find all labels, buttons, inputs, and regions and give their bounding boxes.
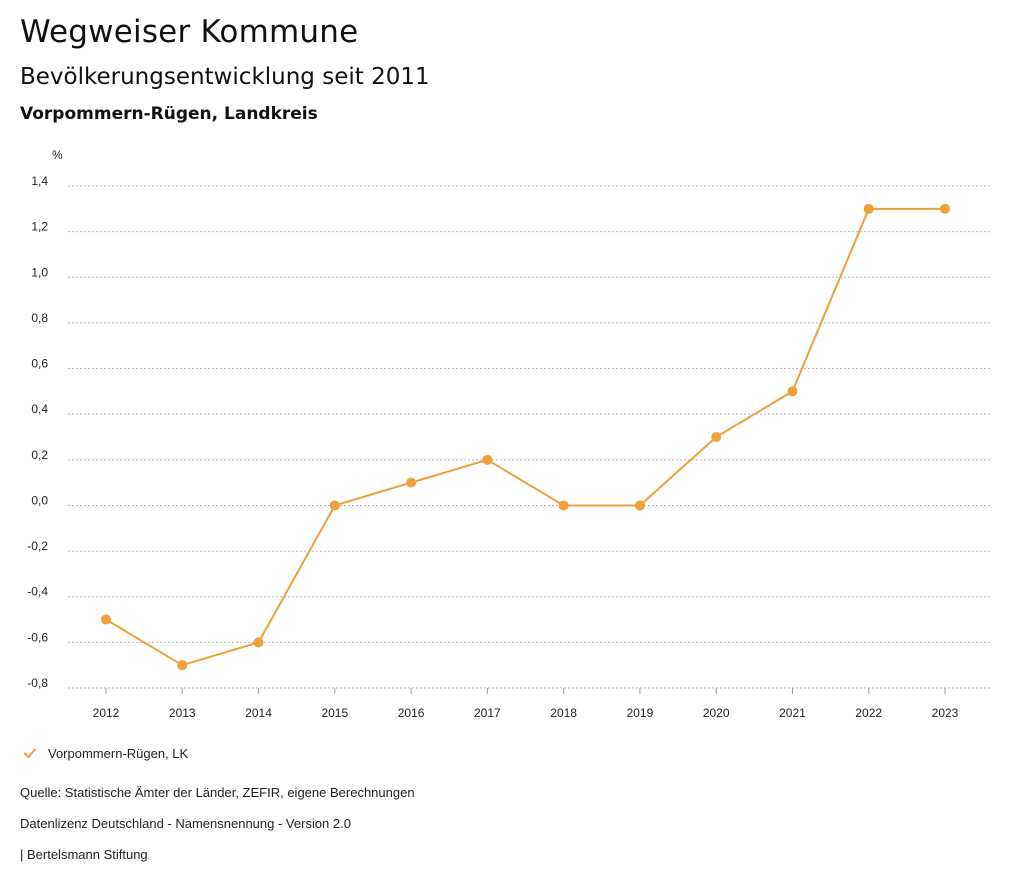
y-tick-label: 1,4 bbox=[31, 174, 48, 188]
x-tick-label: 2019 bbox=[627, 706, 654, 720]
license-note: Datenlizenz Deutschland - Namensnennung … bbox=[20, 816, 351, 831]
y-tick-label: 1,0 bbox=[31, 265, 48, 279]
data-point bbox=[787, 386, 798, 397]
checkmark-icon bbox=[24, 748, 36, 758]
line-chart: % 1,4 1,2 1,0 0,8 0,6 0,4 0,2 0,0 -0,2 -0,4 -0,6 -0,… bbox=[27, 148, 990, 720]
x-tick-label: 2023 bbox=[932, 706, 959, 720]
data-point bbox=[863, 203, 874, 214]
x-tick-label: 2017 bbox=[474, 706, 501, 720]
x-tick-label: 2022 bbox=[855, 706, 882, 720]
data-point bbox=[177, 660, 188, 671]
y-tick-label: 1,2 bbox=[31, 220, 48, 234]
data-point bbox=[558, 500, 569, 511]
y-tick-label: 0,4 bbox=[31, 402, 48, 416]
y-tick-label: 0,2 bbox=[31, 448, 48, 462]
data-point bbox=[482, 454, 493, 465]
region-name: Vorpommern-Rügen, Landkreis bbox=[20, 104, 318, 124]
y-tick-label: -0,2 bbox=[27, 539, 48, 553]
series-line bbox=[105, 207, 945, 667]
data-point bbox=[711, 432, 722, 442]
x-tick-label: 2016 bbox=[398, 706, 425, 720]
legend[interactable]: Vorpommern-Rügen, LK bbox=[22, 745, 188, 761]
y-tick-label: 0,8 bbox=[31, 311, 48, 325]
x-tick-label: 2015 bbox=[321, 706, 348, 720]
y-tick-label: -0,6 bbox=[27, 630, 48, 644]
y-tick-label: -0,8 bbox=[27, 676, 48, 690]
y-tick-label: 0,6 bbox=[31, 357, 48, 371]
y-tick-label: 0,0 bbox=[31, 493, 48, 507]
data-point bbox=[329, 500, 340, 511]
data-point bbox=[406, 477, 417, 488]
x-tick-label: 2020 bbox=[703, 706, 730, 720]
x-tick-label: 2018 bbox=[550, 706, 577, 720]
y-axis-unit-label: % bbox=[52, 148, 63, 162]
data-point bbox=[101, 614, 111, 625]
source-note: Quelle: Statistische Ämter der Länder, Z… bbox=[20, 785, 415, 800]
x-tick-label: 2021 bbox=[779, 706, 806, 720]
chart-title: Wegweiser Kommune bbox=[20, 14, 359, 50]
x-tick-label: 2014 bbox=[245, 706, 272, 720]
y-tick-label: -0,4 bbox=[27, 585, 48, 599]
data-point bbox=[634, 500, 645, 511]
data-point bbox=[940, 203, 950, 214]
x-tick-label: 2012 bbox=[93, 706, 120, 720]
x-tick-label: 2013 bbox=[169, 706, 196, 720]
data-point bbox=[253, 637, 264, 648]
brand-note: | Bertelsmann Stiftung bbox=[20, 847, 148, 862]
legend-label: Vorpommern-Rügen, LK bbox=[48, 745, 189, 761]
chart-subtitle: Bevölkerungsentwicklung seit 2011 bbox=[20, 64, 430, 90]
